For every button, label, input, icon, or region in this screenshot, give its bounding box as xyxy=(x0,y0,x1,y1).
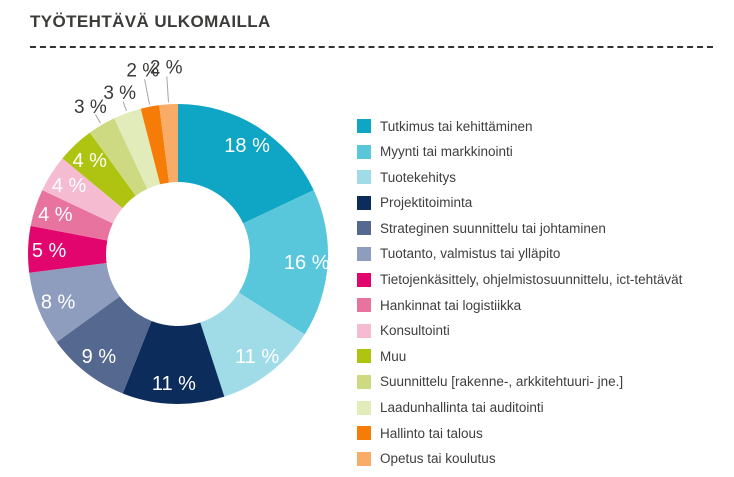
donut-slice-3 xyxy=(122,320,225,405)
slice-percent-label-0: 18 % xyxy=(224,135,270,157)
legend-swatch-1 xyxy=(357,144,371,159)
donut-slice-9 xyxy=(62,132,136,209)
label-leader-line-12 xyxy=(144,79,150,105)
donut-slice-0 xyxy=(178,104,314,224)
legend-label-12: Hallinto tai talous xyxy=(380,425,483,441)
slice-percent-label-4: 9 % xyxy=(82,346,117,368)
legend-label-0: Tutkimus tai kehittäminen xyxy=(380,118,533,134)
dashed-divider xyxy=(30,46,713,48)
legend-swatch-13 xyxy=(357,451,371,466)
legend-label-2: Tuotekehitys xyxy=(380,169,457,185)
slice-percent-label-6: 5 % xyxy=(32,240,67,262)
legend-swatch-3 xyxy=(357,195,371,210)
legend-swatch-7 xyxy=(357,298,371,313)
label-leader-line-10 xyxy=(95,114,102,124)
donut-slice-5 xyxy=(29,263,120,343)
legend-item-11: Laadunhallinta tai auditointi xyxy=(357,400,682,416)
legend-label-13: Opetus tai koulutus xyxy=(380,451,496,467)
slice-percent-label-9: 4 % xyxy=(72,150,107,172)
slice-percent-label-5: 8 % xyxy=(41,292,76,314)
legend-item-5: Tuotanto, valmistus tai ylläpito xyxy=(357,246,682,262)
legend-swatch-10 xyxy=(357,374,371,389)
legend-item-13: Opetus tai koulutus xyxy=(357,451,682,467)
chart-legend: Tutkimus tai kehittäminen Myynti tai mark… xyxy=(357,119,682,477)
legend-swatch-5 xyxy=(357,246,371,261)
legend-item-4: Strateginen suunnittelu tai johtaminen xyxy=(357,220,682,236)
legend-swatch-4 xyxy=(357,221,371,236)
legend-swatch-12 xyxy=(357,426,371,441)
legend-label-5: Tuotanto, valmistus tai ylläpito xyxy=(380,246,561,262)
slice-percent-label-3: 11 % xyxy=(152,373,196,395)
donut-slice-13 xyxy=(159,104,178,183)
legend-item-12: Hallinto tai talous xyxy=(357,425,682,441)
legend-label-9: Muu xyxy=(380,348,407,364)
donut-slice-4 xyxy=(56,296,152,394)
legend-label-6: Tietojenkäsittely, ohjelmistosuunnittelu… xyxy=(380,272,683,288)
legend-swatch-6 xyxy=(357,272,371,287)
slice-percent-label-10: 3 % xyxy=(74,97,107,118)
legend-item-1: Myynti tai markkinointi xyxy=(357,144,682,160)
donut-slice-6 xyxy=(27,225,108,273)
legend-label-8: Konsultointi xyxy=(380,323,450,339)
donut-slice-11 xyxy=(114,108,161,189)
donut-slice-7 xyxy=(30,190,113,241)
legend-item-10: Suunnittelu [rakenne-, arkkitehtuuri- jn… xyxy=(357,374,682,390)
label-leader-line-11 xyxy=(122,101,127,112)
legend-swatch-0 xyxy=(357,119,371,133)
legend-swatch-8 xyxy=(357,323,371,338)
legend-item-7: Hankinnat tai logistiikka xyxy=(357,297,682,313)
slice-percent-label-2: 11 % xyxy=(235,346,279,368)
donut-chart: 18 % 16 % 11 % 11 % 9 % 8 % 5 % 4 % 4 % 4 % 3 %3 %… xyxy=(27,57,330,405)
legend-label-10: Suunnittelu [rakenne-, arkkitehtuuri- jn… xyxy=(380,374,624,390)
legend-swatch-11 xyxy=(357,400,371,415)
legend-swatch-9 xyxy=(357,349,371,364)
legend-label-3: Projektitoiminta xyxy=(380,195,473,211)
donut-slice-8 xyxy=(42,158,123,224)
legend-label-7: Hankinnat tai logistiikka xyxy=(380,297,522,313)
legend-item-3: Projektitoiminta xyxy=(357,195,682,211)
donut-slice-1 xyxy=(238,190,328,335)
legend-item-8: Konsultointi xyxy=(357,323,682,339)
slice-percent-label-7: 4 % xyxy=(38,204,73,226)
legend-item-6: Tietojenkäsittely, ohjelmistosuunnittelu… xyxy=(357,272,683,288)
donut-slice-10 xyxy=(89,118,148,196)
legend-label-1: Myynti tai markkinointi xyxy=(380,144,513,160)
donut-slice-12 xyxy=(140,105,169,185)
slice-percent-label-8: 4 % xyxy=(52,175,87,197)
slice-percent-label-1: 16 % xyxy=(284,252,330,274)
slice-percent-label-11: 3 % xyxy=(103,83,136,104)
slice-percent-label-13: 2 % xyxy=(150,57,183,78)
donut-slice-2 xyxy=(200,292,305,397)
legend-swatch-2 xyxy=(357,170,371,185)
legend-item-2: Tuotekehitys xyxy=(357,169,682,185)
legend-item-9: Muu xyxy=(357,348,682,364)
slice-percent-label-12: 2 % xyxy=(126,60,159,81)
legend-label-4: Strateginen suunnittelu tai johtaminen xyxy=(380,220,606,236)
label-leader-line-13 xyxy=(166,76,169,103)
page-title: TYÖTEHTÄVÄ ULKOMAILLA xyxy=(30,12,271,31)
legend-item-0: Tutkimus tai kehittäminen xyxy=(357,118,682,134)
legend-label-11: Laadunhallinta tai auditointi xyxy=(380,400,544,416)
